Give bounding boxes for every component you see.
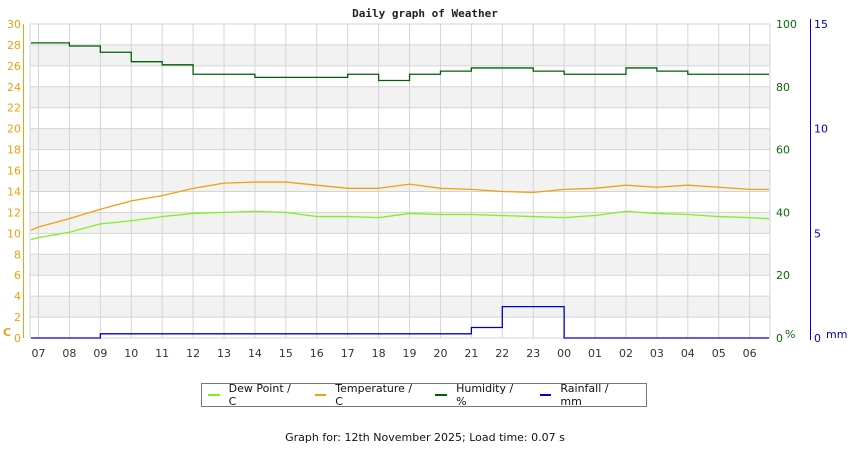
plot-background-bands xyxy=(30,44,770,318)
legend-label: Temperature / C xyxy=(335,382,413,408)
humidity-swatch-icon xyxy=(435,394,448,396)
svg-text:10: 10 xyxy=(7,227,21,240)
svg-text:0: 0 xyxy=(14,332,21,345)
svg-text:30: 30 xyxy=(7,18,21,31)
svg-text:03: 03 xyxy=(650,347,664,360)
svg-text:4: 4 xyxy=(14,290,21,303)
gridlines xyxy=(29,23,771,339)
svg-text:20: 20 xyxy=(776,269,790,282)
svg-text:8: 8 xyxy=(14,248,21,261)
humidity-axis: 0 20 40 60 80 100% xyxy=(776,18,797,345)
legend-item-dew-point: Dew Point / C xyxy=(208,382,300,408)
rainfall-swatch-icon xyxy=(539,394,552,396)
svg-text:23: 23 xyxy=(526,347,540,360)
dew-point-line xyxy=(30,210,770,241)
svg-text:2: 2 xyxy=(14,311,21,324)
svg-text:100: 100 xyxy=(776,18,797,31)
dew-point-swatch-icon xyxy=(208,394,220,396)
svg-text:08: 08 xyxy=(62,347,76,360)
svg-text:14: 14 xyxy=(248,347,262,360)
svg-text:19: 19 xyxy=(403,347,417,360)
svg-text:13: 13 xyxy=(217,347,231,360)
svg-text:26: 26 xyxy=(7,60,21,73)
svg-text:18: 18 xyxy=(372,347,386,360)
time-axis: 07 08 09 10 11 12 13 14 15 16 17 18 19 20 21 22 23 00 01 02… xyxy=(32,347,757,360)
svg-text:10: 10 xyxy=(124,347,138,360)
chart-title: Daily graph of Weather xyxy=(352,7,498,20)
svg-text:60: 60 xyxy=(776,144,790,157)
humidity-line xyxy=(31,42,769,82)
svg-text:6: 6 xyxy=(14,269,21,282)
svg-text:02: 02 xyxy=(619,347,633,360)
svg-text:09: 09 xyxy=(93,347,107,360)
svg-text:16: 16 xyxy=(7,165,21,178)
svg-text:21: 21 xyxy=(464,347,478,360)
svg-text:40: 40 xyxy=(776,206,790,219)
legend-label: Humidity / % xyxy=(456,382,514,408)
svg-text:mm: mm xyxy=(826,328,847,341)
svg-text:0: 0 xyxy=(814,332,821,345)
svg-text:04: 04 xyxy=(681,347,695,360)
legend-item-humidity: Humidity / % xyxy=(435,382,524,408)
svg-text:01: 01 xyxy=(588,347,602,360)
svg-text:22: 22 xyxy=(495,347,509,360)
svg-text:22: 22 xyxy=(7,102,21,115)
temperature-line xyxy=(30,181,769,231)
legend: Dew Point / C Temperature / C Humidity /… xyxy=(201,382,647,408)
svg-text:16: 16 xyxy=(310,347,324,360)
svg-text:00: 00 xyxy=(557,347,571,360)
svg-text:11: 11 xyxy=(155,347,169,360)
svg-text:12: 12 xyxy=(186,347,200,360)
svg-text:06: 06 xyxy=(743,347,757,360)
legend-item-rainfall: Rainfall / mm xyxy=(539,382,631,408)
temperature-swatch-icon xyxy=(314,394,327,396)
svg-text:15: 15 xyxy=(814,18,828,31)
svg-text:24: 24 xyxy=(7,81,21,94)
svg-text:C: C xyxy=(3,326,11,339)
legend-label: Rainfall / mm xyxy=(560,382,609,408)
svg-text:07: 07 xyxy=(32,347,46,360)
svg-text:17: 17 xyxy=(341,347,355,360)
svg-text:0: 0 xyxy=(776,332,783,345)
svg-text:%: % xyxy=(785,328,795,341)
svg-text:80: 80 xyxy=(776,81,790,94)
svg-text:20: 20 xyxy=(7,123,21,136)
svg-text:15: 15 xyxy=(279,347,293,360)
svg-text:5: 5 xyxy=(814,227,821,240)
data-lines xyxy=(30,42,770,339)
footer-status: Graph for: 12th November 2025; Load time… xyxy=(285,431,565,444)
svg-text:12: 12 xyxy=(7,206,21,219)
svg-text:10: 10 xyxy=(814,123,828,136)
rainfall-line xyxy=(31,305,769,339)
svg-text:14: 14 xyxy=(7,185,21,198)
svg-text:28: 28 xyxy=(7,39,21,52)
legend-label: Dew Point / C xyxy=(228,382,291,408)
svg-text:05: 05 xyxy=(712,347,726,360)
svg-text:20: 20 xyxy=(433,347,447,360)
svg-text:18: 18 xyxy=(7,144,21,157)
legend-item-temperature: Temperature / C xyxy=(314,382,421,408)
rainfall-axis: 0 5 10 15 mm xyxy=(810,18,847,345)
